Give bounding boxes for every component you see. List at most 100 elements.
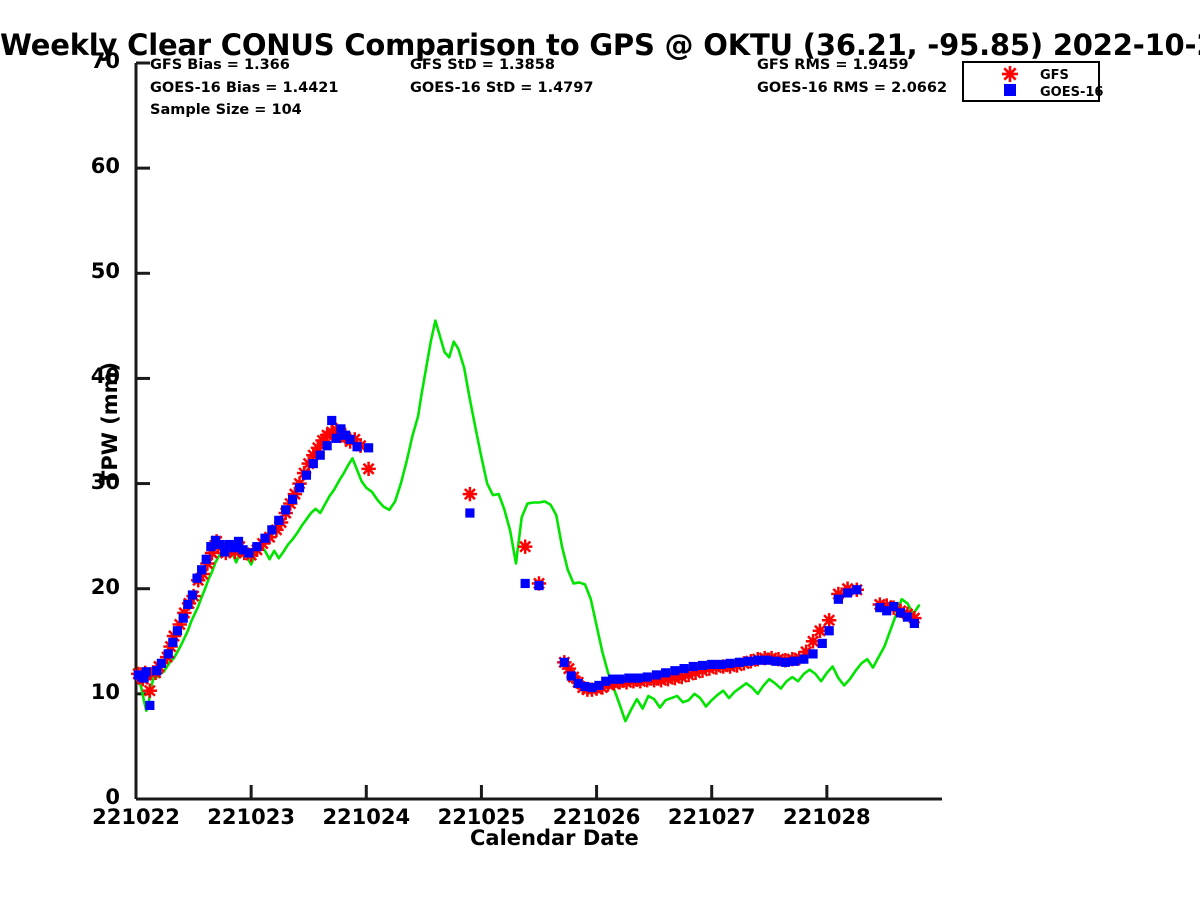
x-tick-label: 221028 (783, 805, 871, 829)
data-point-goes16 (178, 613, 188, 623)
data-point-goes16 (336, 424, 346, 434)
data-point-goes16 (465, 508, 475, 518)
data-point-goes16 (294, 483, 305, 493)
data-point-goes16 (566, 671, 576, 681)
data-point-gfs (361, 461, 376, 477)
x-tick-label: 221024 (322, 805, 411, 829)
data-point-goes16 (229, 543, 239, 553)
data-point-goes16 (322, 441, 332, 451)
data-point-goes16 (244, 548, 254, 558)
data-point-goes16 (224, 539, 234, 550)
data-point-goes16 (168, 637, 178, 647)
data-point-goes16 (156, 658, 166, 668)
data-point-goes16 (287, 494, 298, 504)
y-tick-label: 20 (90, 574, 120, 599)
data-point-goes16 (580, 681, 590, 692)
data-point-goes16 (780, 657, 791, 667)
data-point-goes16 (670, 666, 680, 676)
data-point-goes16 (688, 661, 698, 672)
data-point-gfs (812, 623, 828, 638)
stat-goes-std: GOES-16 StD = 1.4797 (410, 80, 594, 96)
data-point-goes16 (601, 676, 611, 686)
asterisk-icon (1002, 66, 1018, 82)
data-point-goes16 (753, 655, 763, 665)
data-point-goes16 (183, 599, 193, 610)
data-point-goes16 (172, 626, 183, 636)
legend (962, 61, 1100, 102)
y-tick-label: 60 (90, 154, 120, 179)
data-point-gfs (462, 486, 478, 502)
legend-label-goes16: GOES-16 (1040, 85, 1104, 100)
data-point-goes16 (734, 657, 744, 667)
page-title: Weekly Clear CONUS Comparison to GPS @ O… (0, 28, 1200, 62)
data-point-goes16 (141, 667, 151, 677)
data-point-goes16 (327, 415, 337, 426)
x-tick-label: 221023 (207, 805, 295, 829)
data-point-goes16 (163, 649, 173, 659)
data-point-goes16 (152, 666, 162, 676)
data-point-goes16 (345, 434, 355, 445)
data-point-goes16 (267, 525, 277, 535)
data-point-goes16 (215, 539, 225, 550)
data-point-goes16 (771, 656, 781, 666)
y-tick-label: 70 (90, 49, 120, 73)
data-point-goes16 (679, 664, 689, 674)
data-point-goes16 (534, 580, 544, 591)
data-point-goes16 (716, 659, 726, 670)
data-point-gfs (821, 613, 837, 628)
data-point-goes16 (594, 680, 604, 691)
data-point-goes16 (882, 606, 892, 616)
data-point-goes16 (651, 670, 662, 680)
data-point-goes16 (790, 656, 800, 666)
data-point-goes16 (315, 450, 325, 460)
x-axis-ticks (134, 785, 829, 799)
y-tick-label: 50 (90, 259, 120, 284)
x-tick-label: 221027 (667, 805, 756, 829)
data-point-gfs (517, 539, 533, 554)
data-point-goes16 (139, 673, 149, 683)
data-point-goes16 (707, 659, 717, 670)
data-point-goes16 (145, 700, 155, 711)
stat-goes-bias: GOES-16 Bias = 1.4421 (150, 80, 339, 96)
data-point-goes16 (817, 638, 827, 648)
data-point-goes16 (252, 542, 262, 552)
x-tick-label: 221022 (92, 805, 180, 829)
data-point-goes16 (192, 573, 202, 583)
stat-sample-size: Sample Size = 104 (150, 102, 302, 118)
data-point-goes16 (201, 554, 211, 564)
data-point-goes16 (889, 601, 899, 612)
y-tick-label: 10 (90, 679, 120, 704)
data-point-goes16 (281, 505, 291, 515)
data-point-goes16 (197, 565, 207, 575)
x-tick-label: 221025 (437, 805, 526, 829)
data-point-goes16 (624, 673, 634, 683)
data-point-goes16 (573, 678, 583, 688)
legend-label-gfs: GFS (1040, 68, 1069, 83)
y-tick-label: 40 (90, 364, 120, 389)
y-tick-label: 0 (105, 785, 120, 809)
data-point-goes16 (615, 674, 625, 684)
data-point-goes16 (220, 547, 230, 557)
data-point-goes16 (233, 536, 244, 546)
series-goes16-markers (133, 415, 919, 711)
data-point-goes16 (608, 674, 618, 684)
data-point-goes16 (520, 578, 530, 589)
data-point-goes16 (587, 682, 597, 693)
data-point-goes16 (187, 590, 198, 600)
data-point-goes16 (902, 612, 913, 622)
data-point-goes16 (642, 672, 652, 682)
stat-gfs-bias: GFS Bias = 1.366 (150, 57, 290, 73)
data-point-goes16 (559, 657, 569, 667)
data-point-goes16 (274, 515, 284, 525)
x-tick-label: 221026 (552, 805, 641, 829)
data-point-goes16 (852, 585, 862, 595)
data-point-goes16 (697, 660, 708, 671)
data-point-goes16 (340, 430, 351, 440)
stat-gfs-rms: GFS RMS = 1.9459 (757, 57, 909, 73)
data-point-goes16 (352, 442, 362, 452)
stat-goes-rms: GOES-16 RMS = 2.0662 (757, 80, 948, 96)
data-point-goes16 (308, 458, 318, 469)
data-point-goes16 (833, 594, 843, 604)
data-point-goes16 (331, 433, 341, 443)
